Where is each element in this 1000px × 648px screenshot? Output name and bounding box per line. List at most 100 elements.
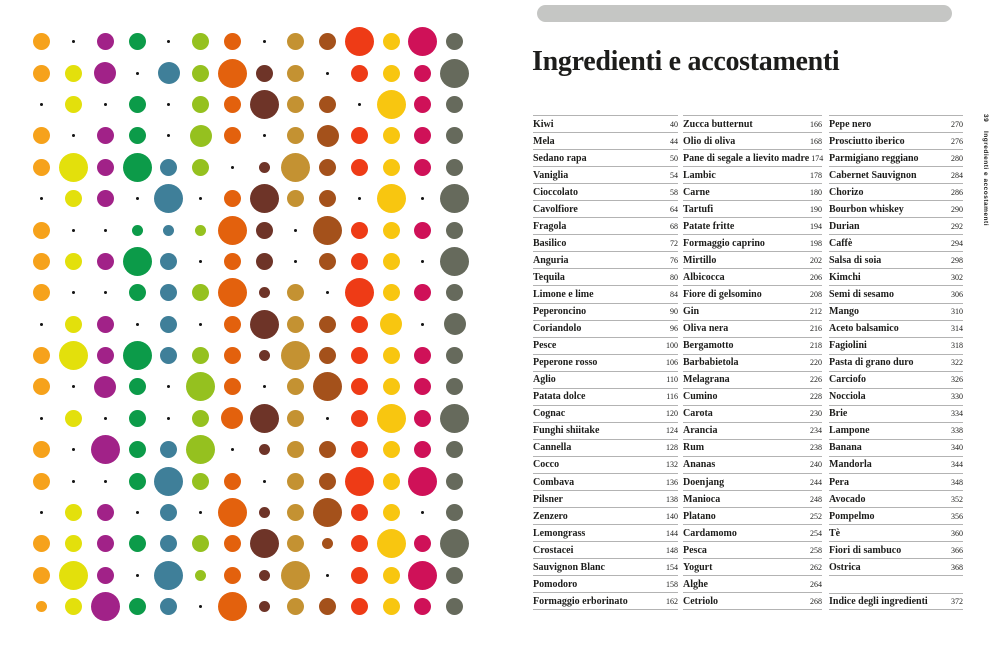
entry-label: Bourbon whiskey [829,203,904,215]
index-entry: Aglio 110 [533,372,678,389]
ingredient-dot [160,315,178,333]
ingredient-dot [440,58,470,88]
ingredient-dot [350,535,368,553]
entry-label: Indice degli ingredienti [829,596,928,608]
ingredient-dot [249,184,279,214]
ingredient-dot [65,598,83,616]
entry-page: 326 [951,375,963,385]
dot-cell [153,528,185,559]
ingredient-dot [221,407,244,430]
dot-cell [344,57,376,88]
dot-cell [439,528,471,559]
ingredient-dot [195,569,207,581]
ingredient-dot [160,284,178,302]
entry-label: Avocado [829,493,866,505]
tiny-dot [199,605,203,609]
ingredient-dot [258,569,270,581]
entry-page: 190 [810,204,822,214]
entry-label: Kiwi [533,118,554,130]
entry-page: 174 [811,153,824,163]
dot-cell [121,309,153,340]
ingredient-dot [414,127,432,145]
ingredient-dot [96,535,114,553]
ingredient-dot [319,441,337,459]
ingredient-dot [382,284,400,302]
dot-cell [248,560,280,591]
dot-cell [153,403,185,434]
ingredient-dot [319,252,337,270]
dot-cell [375,560,407,591]
dot-cell [58,183,90,214]
entry-label: Kimchi [829,271,861,283]
dot-cell [185,277,217,308]
ingredient-dot [96,504,114,522]
entry-page: 166 [810,119,822,129]
entry-label: Cardamomo [683,527,737,539]
entry-label: Rum [683,442,705,454]
tiny-dot [262,385,266,389]
ingredient-dot [33,221,51,239]
entry-page: 148 [666,545,678,555]
dot-cell [312,528,344,559]
dot-grid [26,26,471,622]
entry-page: 162 [666,596,678,606]
dot-cell [312,403,344,434]
ingredient-dot [59,152,89,182]
entry-page: 178 [810,170,822,180]
index-entry: Lampone 338 [829,423,963,440]
dot-cell [90,591,122,622]
dot-cell [26,560,58,591]
ingredient-dot [65,190,83,208]
tiny-dot [103,102,107,106]
dot-cell [153,434,185,465]
dot-cell [280,340,312,371]
tiny-dot [199,511,203,515]
index-entry: Vaniglia 54 [533,167,678,185]
index-entry: Cardamomo 254 [683,525,822,543]
dot-cell [375,246,407,277]
dot-cell [280,403,312,434]
index-entry: Ananas 240 [683,457,822,474]
dot-cell [58,309,90,340]
ingredient-dot [59,560,89,590]
ingredient-dot [192,535,210,553]
index-entry: Prosciutto iberico 276 [829,133,963,151]
ingredient-dot [33,566,51,584]
dot-cell [280,120,312,151]
entry-label: Cannella [533,442,572,454]
index-entry: Cocco 132 [533,457,678,474]
ingredient-dot [94,375,117,398]
dot-cell [344,560,376,591]
ingredient-dot [376,89,406,119]
tiny-dot [40,416,44,420]
dot-cell [312,26,344,57]
entry-label: Limone e lime [533,288,594,300]
entry-page: 314 [951,324,963,334]
entry-page: 258 [810,545,822,555]
dot-cell [185,214,217,245]
dot-cell [121,371,153,402]
dot-cell [407,89,439,120]
dot-cell [407,371,439,402]
dot-cell [58,246,90,277]
index-entry: Sedano rapa 50 [533,150,678,168]
ingredient-dot [128,535,146,553]
dot-cell [344,152,376,183]
ingredient-dot [350,347,368,365]
entry-page: 340 [951,443,963,453]
ingredient-dot [313,215,343,245]
ingredient-dot [287,33,305,51]
entry-label: Tartufi [683,203,714,215]
dot-cell [26,120,58,151]
ingredient-dot [446,472,464,490]
entry-page: 106 [666,358,678,368]
ingredient-dot [160,441,178,459]
entry-page: 280 [951,153,963,163]
dot-cell [26,183,58,214]
index-entry: Zenzero 140 [533,508,678,526]
entry-label: Patate fritte [683,220,735,232]
ingredient-dot [217,58,247,88]
entry-label: Anguria [533,254,569,266]
dot-cell [185,152,217,183]
ingredient-dot [217,498,247,528]
